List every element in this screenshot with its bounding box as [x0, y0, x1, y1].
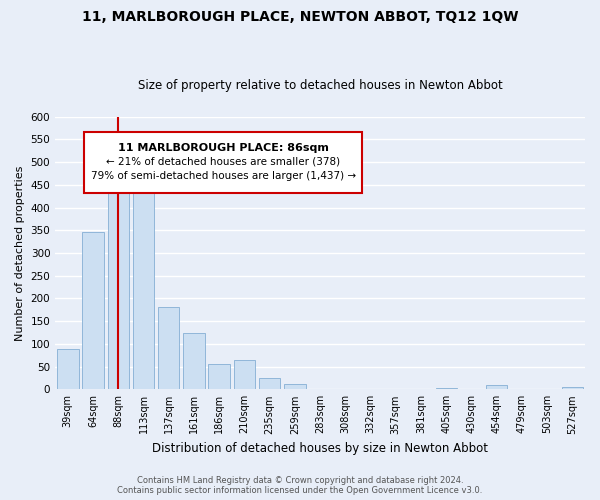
Bar — [85, 132, 362, 193]
Y-axis label: Number of detached properties: Number of detached properties — [15, 166, 25, 340]
Bar — [486, 385, 508, 390]
Text: 79% of semi-detached houses are larger (1,437) →: 79% of semi-detached houses are larger (… — [91, 172, 356, 181]
Bar — [208, 364, 230, 390]
Bar — [133, 193, 154, 390]
Text: Contains HM Land Registry data © Crown copyright and database right 2024.
Contai: Contains HM Land Registry data © Crown c… — [118, 476, 482, 495]
X-axis label: Distribution of detached houses by size in Newton Abbot: Distribution of detached houses by size … — [152, 442, 488, 455]
Bar — [436, 388, 457, 390]
Text: ← 21% of detached houses are smaller (378): ← 21% of detached houses are smaller (37… — [106, 156, 340, 166]
Bar — [107, 172, 129, 390]
Bar — [284, 384, 305, 390]
Bar — [183, 333, 205, 390]
Bar — [57, 350, 79, 390]
Text: 11 MARLBOROUGH PLACE: 86sqm: 11 MARLBOROUGH PLACE: 86sqm — [118, 142, 329, 152]
Title: Size of property relative to detached houses in Newton Abbot: Size of property relative to detached ho… — [138, 79, 502, 92]
Bar — [562, 387, 583, 390]
Bar — [158, 306, 179, 390]
Text: 11, MARLBOROUGH PLACE, NEWTON ABBOT, TQ12 1QW: 11, MARLBOROUGH PLACE, NEWTON ABBOT, TQ1… — [82, 10, 518, 24]
Bar — [233, 360, 255, 390]
Bar — [259, 378, 280, 390]
Bar — [82, 232, 104, 390]
